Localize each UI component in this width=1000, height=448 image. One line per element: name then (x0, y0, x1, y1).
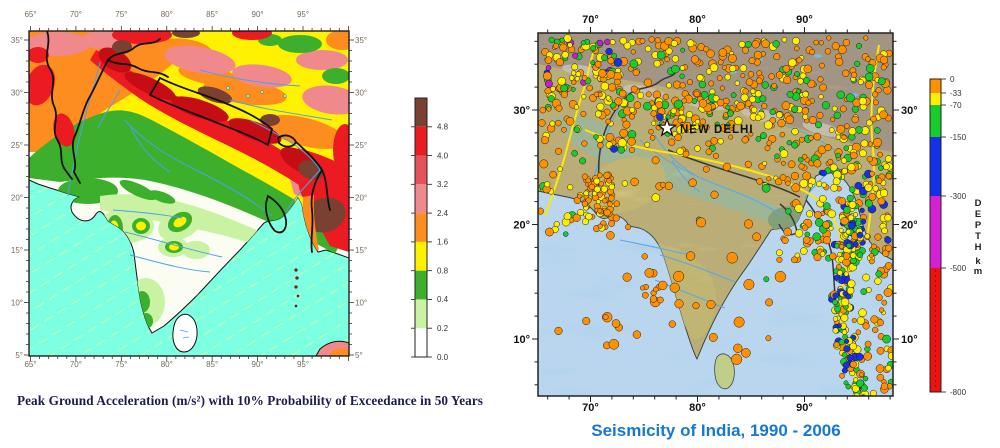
svg-text:75°: 75° (115, 360, 127, 369)
svg-text:70°: 70° (70, 360, 82, 369)
svg-text:10°: 10° (901, 334, 918, 346)
svg-text:90°: 90° (252, 10, 264, 19)
svg-text:90°: 90° (796, 402, 813, 414)
country-borders (45, 31, 331, 253)
pga-axis-labels: 65° 65° 70° 70° 75° 75° 80° 80° 85° 85° 90° 90° 95° 9… (11, 10, 367, 369)
svg-text:m: m (974, 266, 982, 277)
svg-text:-300: -300 (950, 192, 967, 201)
svg-text:5°: 5° (15, 351, 23, 360)
svg-text:35°: 35° (11, 36, 23, 45)
svg-text:30°: 30° (355, 89, 367, 98)
svg-text:90°: 90° (796, 14, 813, 26)
svg-text:1.6: 1.6 (437, 238, 449, 247)
svg-text:80°: 80° (689, 14, 706, 26)
svg-text:0.2: 0.2 (437, 324, 449, 333)
svg-text:4.8: 4.8 (437, 123, 449, 132)
svg-text:H: H (975, 242, 982, 253)
svg-text:0: 0 (950, 75, 955, 84)
svg-text:3.2: 3.2 (437, 180, 449, 189)
seismicity-caption: Seismicity of India, 1990 - 2006 (591, 421, 841, 440)
svg-text:80°: 80° (161, 360, 173, 369)
svg-text:5°: 5° (355, 351, 363, 360)
epicenter-dots (538, 34, 893, 396)
svg-text:85°: 85° (206, 10, 218, 19)
svg-text:90°: 90° (252, 360, 264, 369)
svg-text:E: E (975, 209, 981, 220)
svg-text:T: T (975, 231, 981, 242)
svg-text:-800: -800 (950, 388, 967, 397)
svg-text:70°: 70° (582, 14, 599, 26)
svg-text:0.4: 0.4 (437, 295, 449, 304)
svg-text:0.0: 0.0 (437, 353, 449, 362)
pga-rivers (67, 61, 333, 273)
svg-text:20°: 20° (901, 220, 918, 232)
svg-text:10°: 10° (513, 334, 530, 346)
seismicity-map: NEW DELHI 70° 70° 80° 80° 90° 90° 30° 30° 20° 20° 1… (513, 14, 982, 414)
pga-map: 65° 65° 70° 70° 75° 75° 80° 80° 85° 85° 90° 90° 95° 9… (11, 10, 449, 369)
svg-text:65°: 65° (24, 10, 36, 19)
svg-text:-500: -500 (950, 264, 967, 273)
svg-text:-33: -33 (950, 89, 962, 98)
svg-text:-150: -150 (950, 133, 967, 142)
svg-text:4.0: 4.0 (437, 151, 449, 160)
svg-text:80°: 80° (161, 10, 173, 19)
svg-text:75°: 75° (115, 10, 127, 19)
svg-text:10°: 10° (355, 299, 367, 308)
svg-text:20°: 20° (11, 194, 23, 203)
svg-text:95°: 95° (297, 360, 309, 369)
svg-text:P: P (975, 220, 982, 231)
svg-text:95°: 95° (297, 10, 309, 19)
svg-text:15°: 15° (355, 246, 367, 255)
new-delhi-label: NEW DELHI (680, 124, 754, 136)
seis-axis-ticks (532, 27, 899, 402)
svg-text:15°: 15° (11, 246, 23, 255)
svg-text:70°: 70° (70, 10, 82, 19)
seis-axis-labels: 70° 70° 80° 80° 90° 90° 30° 30° 20° 20° 10° 10° (513, 14, 917, 414)
pga-axis-ticks (24, 26, 354, 361)
svg-text:2.4: 2.4 (437, 209, 449, 218)
svg-text:20°: 20° (355, 194, 367, 203)
new-delhi-star (656, 117, 678, 137)
depth-colorbar: 0 -33 -70 -150 -300 -500 -800 (929, 75, 967, 397)
svg-text:65°: 65° (24, 360, 36, 369)
svg-text:-70: -70 (950, 101, 962, 110)
svg-text:10°: 10° (11, 299, 23, 308)
svg-text:30°: 30° (513, 105, 530, 117)
pga-caption: Peak Ground Acceleration (m/s²) with 10%… (16, 393, 484, 408)
svg-text:25°: 25° (11, 141, 23, 150)
svg-text:20°: 20° (513, 220, 530, 232)
pga-colorbar: 4.8 4.0 3.2 2.4 1.6 0.8 0.4 0.2 0.0 (411, 97, 449, 362)
svg-text:0.8: 0.8 (437, 266, 449, 275)
svg-text:D: D (975, 198, 982, 209)
svg-text:30°: 30° (11, 89, 23, 98)
svg-text:25°: 25° (355, 141, 367, 150)
svg-text:k: k (975, 256, 981, 267)
svg-text:80°: 80° (689, 402, 706, 414)
svg-text:70°: 70° (582, 402, 599, 414)
svg-text:35°: 35° (355, 36, 367, 45)
svg-text:30°: 30° (901, 105, 918, 117)
svg-text:85°: 85° (206, 360, 218, 369)
